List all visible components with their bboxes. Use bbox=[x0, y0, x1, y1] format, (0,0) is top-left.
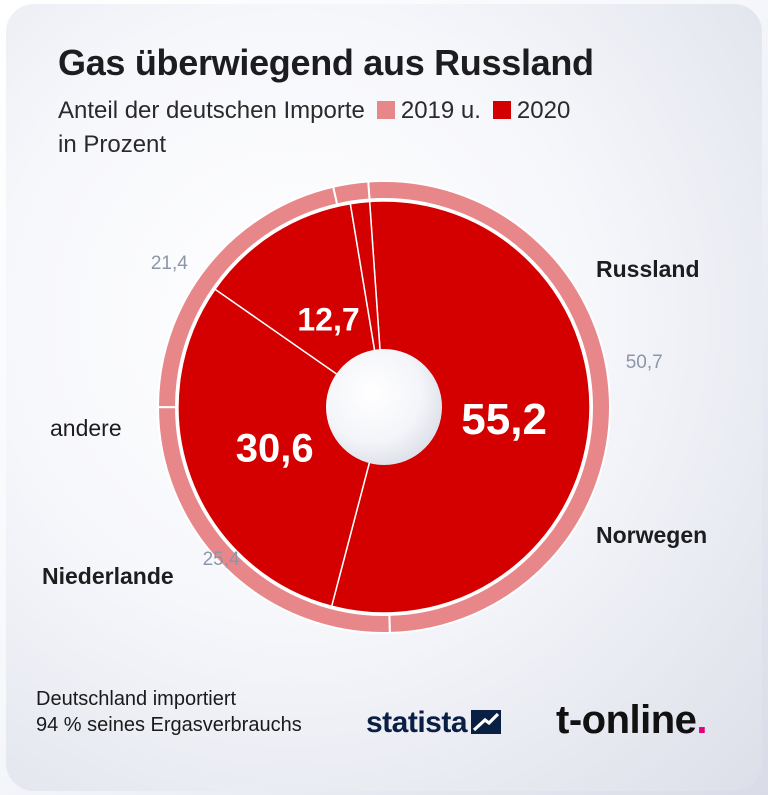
subtitle-unit: in Prozent bbox=[58, 131, 167, 158]
t-online-logo: t-online. bbox=[556, 698, 708, 743]
statista-mark-icon bbox=[471, 710, 502, 734]
footnote-line-1: Deutschland importiert bbox=[36, 688, 237, 710]
value-label-2019-niederlande: 21,4 bbox=[151, 253, 188, 274]
category-label-andere: andere bbox=[50, 415, 122, 441]
slice-2020-norwegen bbox=[177, 288, 385, 608]
chart-subtitle: Anteil der deutschen Importe 2019 u. 2020 … bbox=[58, 94, 698, 162]
ring-2019 bbox=[156, 180, 611, 634]
slice-2019-andere bbox=[331, 180, 371, 206]
footnote-line-2: 94 % seines Ergasverbrauchs bbox=[36, 714, 302, 736]
chart-labels: 55,2 30,6 12,7 50,7 25,4 21,4 Russland Norwegen… bbox=[42, 253, 707, 589]
legend-label-2020: 2020 bbox=[516, 97, 571, 124]
value-label-2020-niederlande: 12,7 bbox=[297, 302, 359, 338]
category-label-russland: Russland bbox=[596, 256, 700, 282]
value-label-2019-russland: 50,7 bbox=[626, 352, 663, 373]
donut-hole bbox=[326, 349, 442, 465]
value-label-2019-norwegen: 25,4 bbox=[203, 549, 240, 570]
legend-swatch-2019 bbox=[376, 101, 395, 119]
category-label-niederlande: Niederlande bbox=[42, 563, 174, 589]
legend-swatch-2020 bbox=[492, 101, 511, 119]
legend-label-2019: 2019 u. bbox=[400, 97, 481, 124]
chart-title: Gas überwiegend aus Russland bbox=[58, 42, 594, 83]
ring-2020 bbox=[177, 200, 591, 614]
category-label-norwegen: Norwegen bbox=[596, 522, 707, 548]
statista-wordmark: statista bbox=[366, 706, 468, 739]
value-label-2020-russland: 55,2 bbox=[461, 395, 547, 444]
footnote: Deutschland importiert 94 % seines Ergas… bbox=[36, 686, 302, 738]
subtitle-text: Anteil der deutschen Importe bbox=[58, 97, 365, 124]
value-label-2020-norwegen: 30,6 bbox=[236, 427, 314, 471]
t-online-wordmark: t-online bbox=[556, 698, 697, 742]
slice-2020-russland bbox=[330, 200, 591, 614]
slice-2020-niederlande bbox=[213, 202, 386, 409]
statista-logo: statista bbox=[366, 706, 502, 740]
t-online-dot: . bbox=[696, 698, 708, 742]
